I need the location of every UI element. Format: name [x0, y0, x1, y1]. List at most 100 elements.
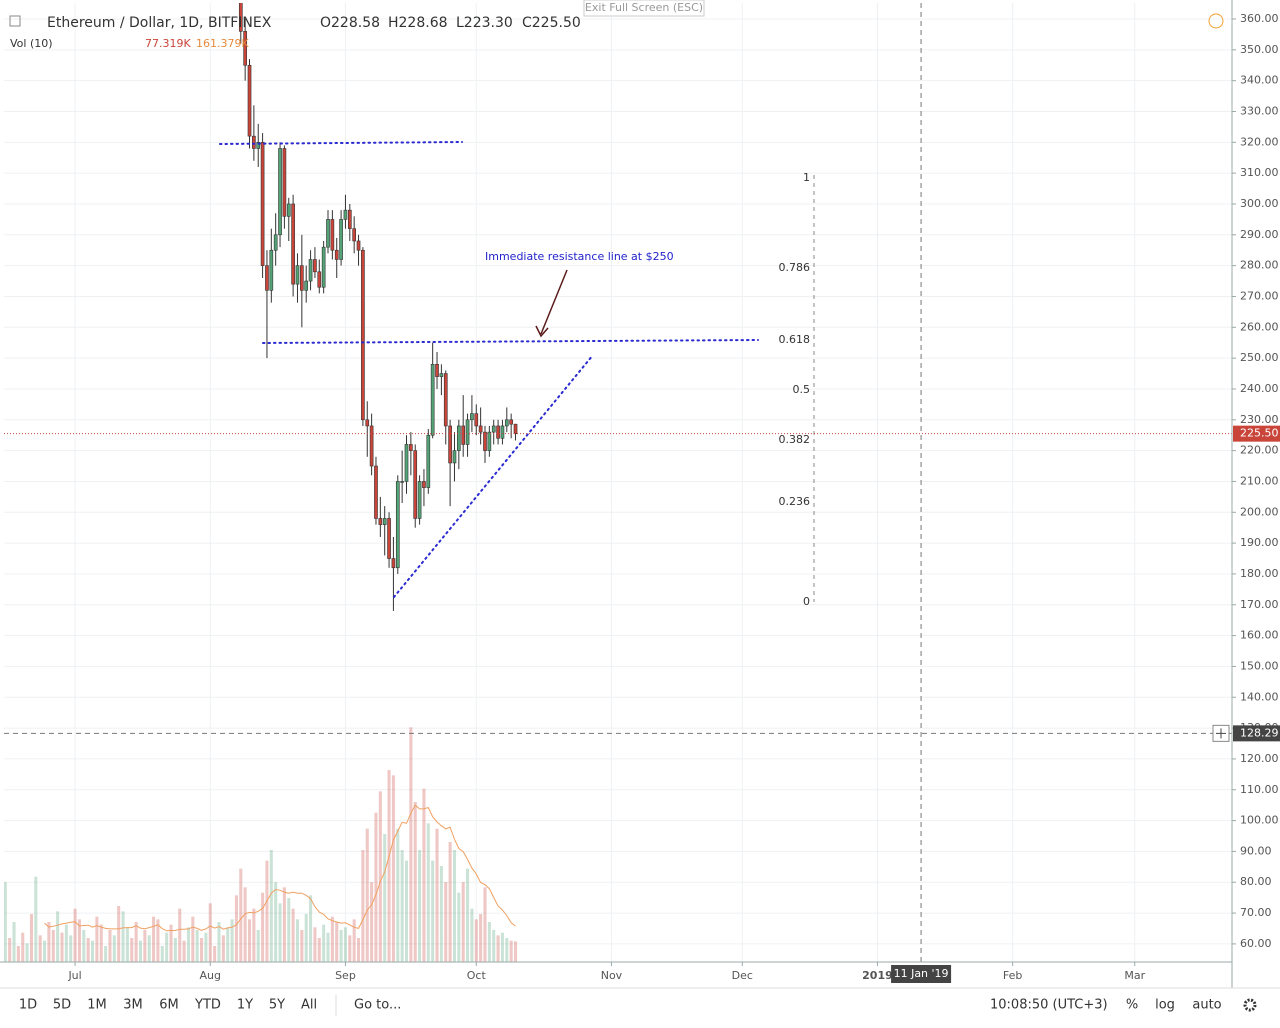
candle-body: [300, 265, 304, 291]
volume-bar: [51, 930, 55, 962]
candle-body: [334, 249, 339, 260]
volume-bar: [330, 916, 334, 962]
candle-body: [291, 203, 295, 285]
volume-bar: [348, 935, 352, 962]
volume-bar: [365, 828, 369, 962]
candle-body: [313, 259, 317, 273]
range-button[interactable]: YTD: [194, 998, 221, 1013]
volume-bar: [322, 924, 326, 962]
y-tick-label: 100.00: [1240, 814, 1279, 827]
volume-bar: [108, 930, 112, 962]
candle-body: [343, 209, 348, 220]
range-button[interactable]: All: [301, 998, 317, 1013]
volume-bar: [95, 916, 99, 962]
volume-bar: [38, 935, 42, 962]
candle-body: [417, 481, 422, 519]
volume-bar: [466, 868, 470, 962]
candle-body: [356, 240, 361, 251]
range-button[interactable]: 6M: [159, 998, 179, 1013]
candle-body: [474, 413, 479, 427]
volume-bar: [239, 868, 243, 962]
volume-bar: [64, 924, 68, 962]
candle-body: [409, 444, 413, 451]
volume-bar: [169, 924, 173, 962]
candle-body: [269, 249, 274, 291]
goto-button[interactable]: Go to...: [354, 998, 401, 1013]
candle-body: [487, 431, 492, 451]
auto-button[interactable]: auto: [1192, 998, 1221, 1013]
range-button[interactable]: 5D: [53, 998, 71, 1013]
volume-bar: [422, 788, 426, 962]
toolbar: 1D 5D 1M 3M 6M YTD 1Y 5Y All Go to... 10:08:50 (UT…: [19, 995, 1257, 1016]
volume-bar: [130, 938, 134, 962]
volume-bar: [208, 903, 212, 962]
volume-bar: [226, 927, 230, 962]
candle-body: [504, 419, 509, 427]
volume-bar: [8, 938, 12, 962]
y-tick-label: 300.00: [1240, 197, 1279, 210]
volume-bar: [200, 938, 204, 962]
candle-body: [448, 425, 452, 464]
volume-bar: [165, 932, 169, 962]
candle-body: [347, 209, 352, 229]
fib-level-label: 0.382: [779, 433, 811, 446]
candle-body: [273, 234, 278, 251]
volume-bar: [134, 922, 138, 962]
candle-body: [413, 450, 418, 519]
candle-body: [439, 373, 444, 377]
y-tick-label: 320.00: [1240, 135, 1279, 148]
volume-bar: [256, 930, 260, 962]
log-button[interactable]: log: [1155, 998, 1175, 1013]
volume-bar: [287, 898, 291, 962]
candle-body: [374, 465, 378, 519]
percent-button[interactable]: %: [1126, 998, 1138, 1013]
collapse-icon[interactable]: [9, 15, 21, 27]
candle-body: [491, 425, 496, 433]
volume-bar: [204, 932, 208, 962]
x-tick-label: Aug: [200, 969, 221, 982]
volume-bar: [391, 775, 395, 962]
volume-bar: [304, 914, 308, 962]
candle-body: [286, 203, 291, 217]
volume-bar: [378, 791, 382, 962]
volume-bar: [426, 823, 430, 962]
candle-body: [295, 265, 300, 285]
volume-bar: [86, 938, 90, 962]
x-tick-label: Feb: [1003, 969, 1022, 982]
settings-icon[interactable]: [1243, 998, 1257, 1012]
volume-bar: [326, 932, 330, 962]
alert-icon[interactable]: [1208, 13, 1224, 29]
fib-level-label: 1: [803, 171, 810, 184]
candle-body: [317, 271, 322, 288]
range-button[interactable]: 3M: [123, 998, 143, 1013]
y-tick-label: 180.00: [1240, 567, 1279, 580]
range-button[interactable]: 1Y: [237, 998, 253, 1013]
candle-body: [243, 31, 247, 66]
volume-bar: [474, 919, 478, 962]
volume-bar: [374, 812, 378, 962]
volume-bar: [461, 882, 465, 962]
range-button[interactable]: 1M: [87, 998, 107, 1013]
volume-value: 77.319K: [145, 37, 191, 50]
volume-bar: [383, 834, 387, 962]
fib-level-label: 0: [803, 595, 810, 608]
exit-full-screen[interactable]: [583, 0, 705, 17]
candle-body: [260, 142, 265, 266]
volume-bar: [217, 922, 221, 962]
volume-bar: [313, 927, 317, 962]
candle-body: [321, 246, 326, 288]
range-button[interactable]: 1D: [19, 998, 37, 1013]
volume-bar: [261, 892, 265, 962]
y-tick-label: 270.00: [1240, 289, 1279, 302]
volume-bar: [90, 940, 95, 962]
volume-bar: [400, 850, 404, 962]
x-tick-label: Mar: [1124, 969, 1145, 982]
volume-bar: [121, 911, 125, 962]
volume-bar: [4, 882, 7, 962]
axes: 60.00 70.00 80.00 90.00 100.00 110.00 120.00 1 3…: [67, 12, 1280, 983]
volume-bar: [496, 935, 500, 962]
range-button[interactable]: 5Y: [269, 998, 285, 1013]
volume-bar: [435, 828, 439, 962]
y-tick-label: 110.00: [1240, 783, 1279, 796]
crosshair-date-box: [891, 965, 952, 983]
